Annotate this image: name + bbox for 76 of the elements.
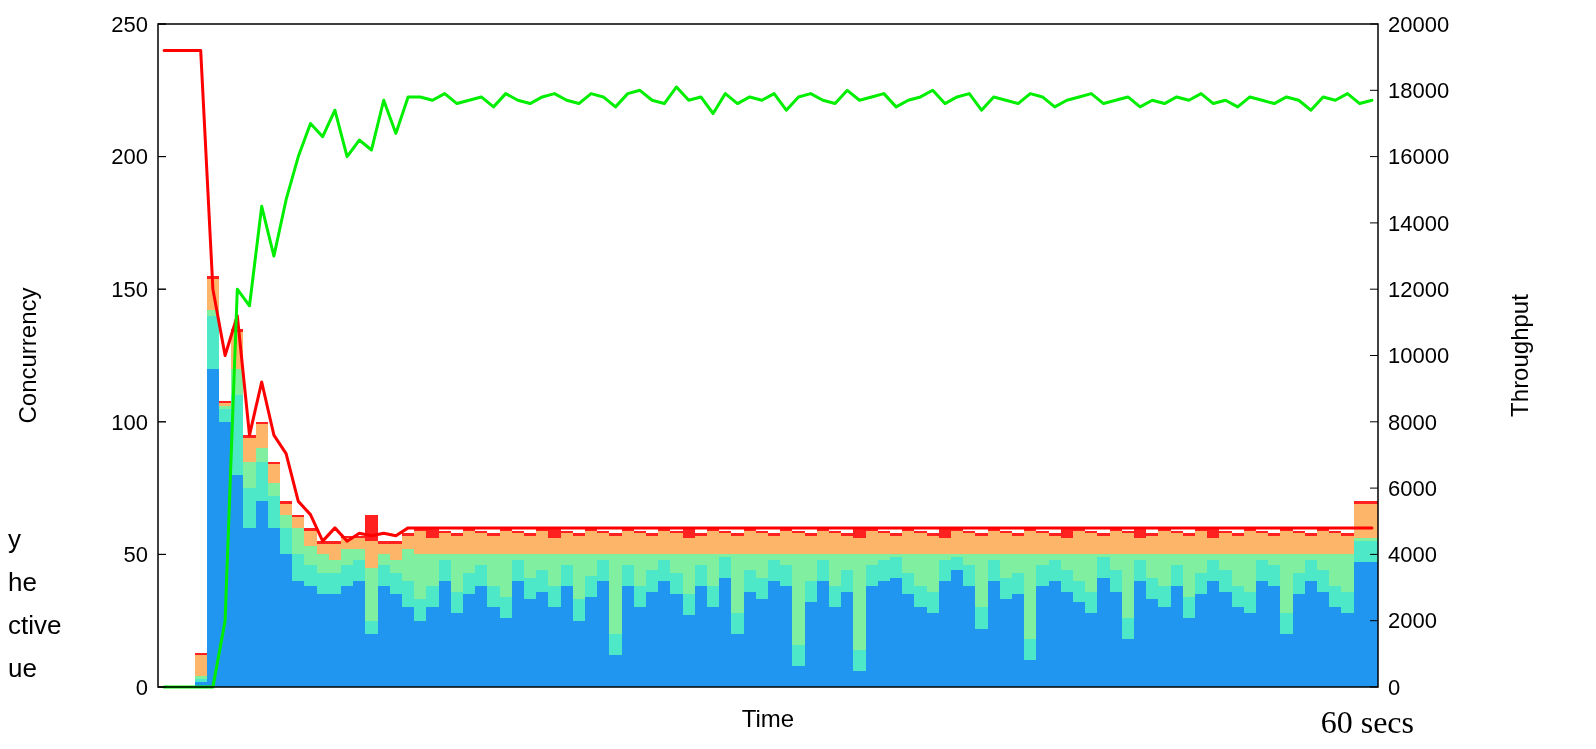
bar [255, 448, 268, 462]
bar [365, 567, 378, 621]
bar [1182, 533, 1195, 536]
bar [1280, 612, 1293, 634]
bar [206, 315, 219, 369]
bar [646, 533, 659, 536]
bar [975, 607, 988, 629]
y-tick-label: 250 [111, 11, 148, 37]
y-tick-label: 150 [111, 276, 148, 302]
bar [1182, 596, 1195, 619]
bar [707, 586, 720, 608]
bar [1121, 618, 1134, 640]
y2-tick-label: 6000 [1388, 475, 1437, 501]
y2-tick-label: 18000 [1388, 78, 1450, 103]
y-tick-label: 50 [123, 542, 148, 568]
bar [1304, 533, 1317, 536]
line-series [162, 85, 1374, 689]
bar [1231, 533, 1244, 536]
bar [609, 633, 622, 656]
y2-tick-label: 10000 [1388, 343, 1450, 369]
y-tick-label: 0 [135, 674, 148, 700]
y2-tick-label: 8000 [1388, 409, 1437, 435]
bar [1024, 639, 1037, 661]
bar [487, 533, 500, 536]
bar [853, 649, 866, 672]
bar [890, 533, 903, 536]
bar [280, 514, 293, 528]
y2-tick-label: 14000 [1388, 210, 1450, 236]
y-tick-label: 200 [111, 144, 148, 170]
bar [1341, 533, 1354, 536]
bar [280, 504, 293, 515]
bar [1097, 533, 1110, 536]
y2-tick-label: 4000 [1388, 542, 1437, 568]
y2-tick-label: 12000 [1388, 276, 1450, 302]
bar [280, 527, 293, 555]
bar [1170, 565, 1183, 587]
bar [682, 594, 695, 616]
bar [572, 533, 585, 536]
bar [243, 461, 256, 489]
bar [1268, 533, 1281, 536]
bar [768, 533, 781, 536]
x-axis-title: Time [741, 705, 795, 732]
bar [1012, 533, 1025, 536]
bar [609, 533, 622, 536]
bar [219, 408, 232, 422]
y2-tick-label: 20000 [1388, 11, 1450, 37]
bar [267, 482, 280, 497]
bar [450, 533, 463, 536]
bar [194, 655, 207, 677]
bar [731, 612, 744, 634]
bar [792, 644, 805, 666]
bar [280, 501, 293, 505]
bar [438, 559, 451, 581]
bar [292, 517, 305, 528]
bar [804, 533, 817, 536]
y2-tick-label: 0 [1388, 674, 1401, 700]
bar [524, 533, 537, 536]
bar [719, 557, 732, 579]
y2-tick-label: 2000 [1388, 608, 1437, 634]
text: 60 secs [1320, 704, 1414, 740]
y2-axis-title: Throughput [1506, 293, 1533, 417]
bar [804, 580, 817, 603]
bar [621, 565, 634, 587]
bar [694, 565, 707, 587]
text: y he ctive ue [8, 524, 62, 683]
bar [267, 464, 280, 483]
y-tick-label: 100 [111, 409, 148, 435]
bar [402, 533, 415, 536]
y2-tick-label: 16000 [1388, 144, 1450, 170]
bar [731, 533, 744, 536]
bar [816, 559, 829, 581]
bar [560, 565, 573, 587]
bar [572, 599, 585, 621]
y-axis-title: Concurrency [14, 287, 41, 424]
bar [365, 620, 378, 634]
bar [975, 533, 988, 536]
